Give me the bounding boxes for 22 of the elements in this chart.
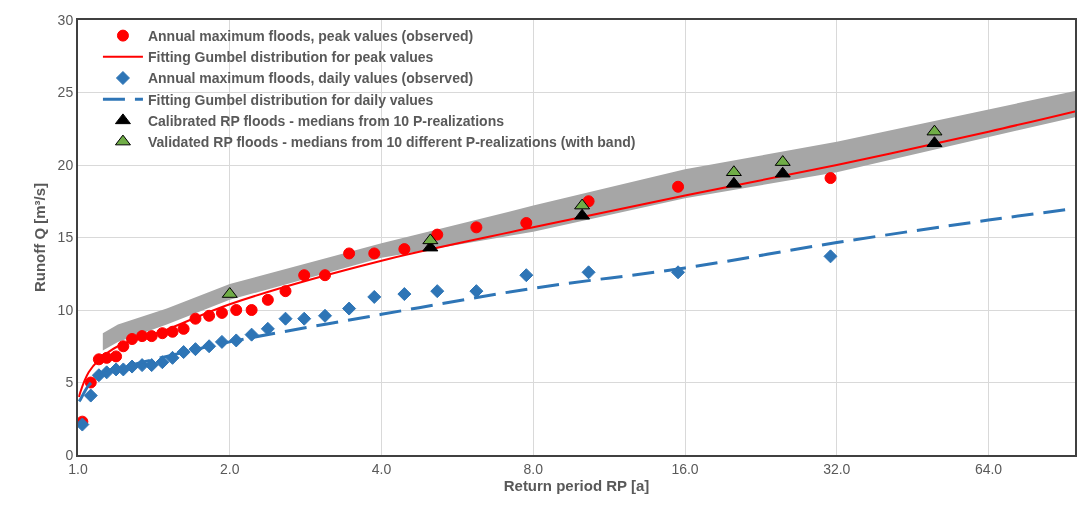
y-tick-label: 10 [57, 301, 74, 318]
legend-label: Annual maximum floods, peak values (observed) [147, 28, 474, 45]
y-axis-title: Runoff Q [m³/s] [31, 182, 49, 293]
y-tick-label: 30 [57, 11, 74, 28]
legend-label: Calibrated RP floods - medians from 10 P-realizations [147, 112, 505, 129]
legend-label: Fitting Gumbel distribution for peak values [147, 49, 434, 66]
x-axis-title: Return period RP [a] [503, 476, 650, 494]
y-tick-label: 25 [57, 84, 74, 101]
x-tick-label: 32.0 [823, 460, 851, 477]
y-tick-label: 5 [65, 374, 74, 391]
x-tick-label: 2.0 [220, 460, 240, 477]
x-tick-label: 16.0 [671, 460, 699, 477]
x-tick-label: 4.0 [371, 460, 392, 477]
legend-label: Validated RP floods - medians from 10 different P-realizations (with band) [147, 134, 636, 151]
legend-label: Fitting Gumbel distribution for daily values [147, 91, 434, 108]
x-tick-label: 8.0 [523, 460, 544, 477]
y-tick-label: 20 [57, 156, 74, 173]
y-tick-label: 0 [65, 446, 74, 463]
legend-label: Annual maximum floods, daily values (observed) [147, 70, 474, 87]
x-tick-label: 64.0 [974, 460, 1003, 477]
y-tick-label: 15 [57, 229, 74, 246]
x-tick-label: 1.0 [68, 460, 88, 477]
